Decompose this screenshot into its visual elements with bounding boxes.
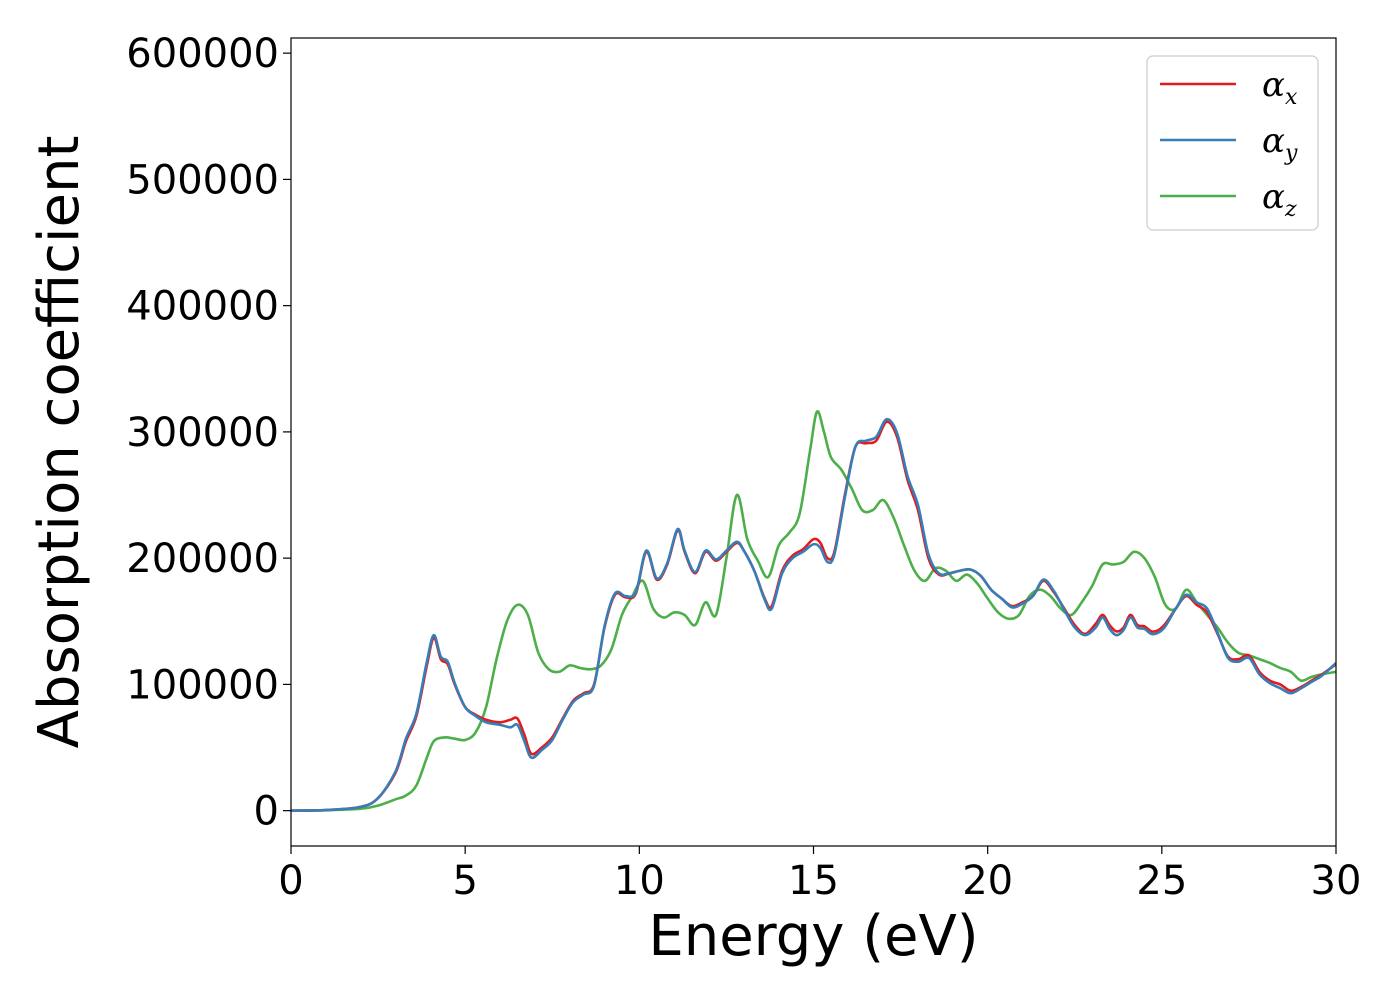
- x-tick-label: 5: [452, 858, 477, 904]
- plot-frame: [290, 37, 1337, 847]
- y-tick-label: 100000: [126, 662, 279, 708]
- legend-label-y: αy: [1262, 121, 1298, 166]
- legend-label-main: α: [1262, 65, 1285, 105]
- x-tick-label: 20: [962, 858, 1013, 904]
- y-tick-label: 0: [254, 789, 279, 835]
- legend-label-x: αx: [1262, 65, 1298, 110]
- series-line-z: [291, 410, 1336, 812]
- tick-layer: 0 5 10 15 20 25 30 0 100000 200000 300000 400000 500…: [126, 31, 1361, 904]
- x-tick-label: 30: [1311, 858, 1362, 904]
- y-axis-title: Absorption coefficient: [27, 136, 92, 749]
- y-tick-label: 200000: [126, 536, 279, 582]
- x-tick-label: 0: [278, 858, 303, 904]
- series-line-x: [291, 420, 1336, 812]
- series-layer: [291, 410, 1336, 812]
- legend-label-main: α: [1262, 121, 1285, 161]
- x-tick-label: 15: [788, 858, 839, 904]
- x-tick-label: 10: [614, 858, 665, 904]
- legend-label-z: αz: [1262, 177, 1297, 222]
- y-tick-label: 600000: [126, 31, 279, 77]
- legend-box: [1146, 55, 1319, 231]
- y-tick-label: 300000: [126, 410, 279, 456]
- legend-label-subscript: y: [1284, 141, 1298, 166]
- x-axis-title: Energy (eV): [648, 904, 978, 969]
- x-tick-label: 25: [1136, 858, 1187, 904]
- y-tick-label: 500000: [126, 157, 279, 203]
- legend-label-subscript: x: [1285, 85, 1298, 110]
- legend-label-main: α: [1262, 177, 1285, 217]
- series-line-y: [291, 417, 1336, 812]
- legend-label-subscript: z: [1284, 197, 1297, 222]
- y-tick-label: 400000: [126, 284, 279, 330]
